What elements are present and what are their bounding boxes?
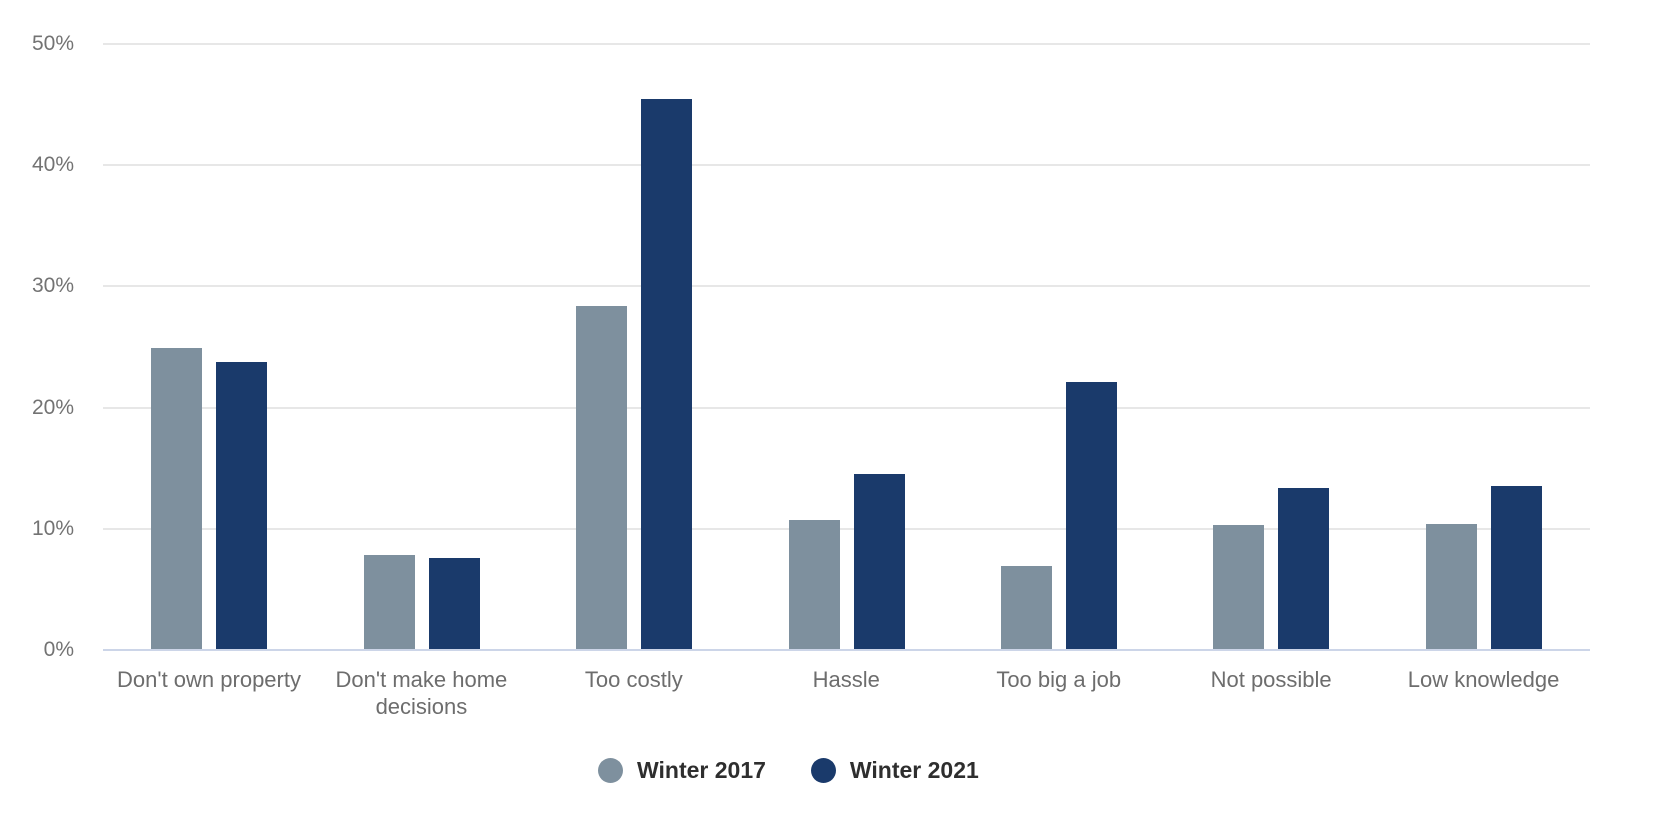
- x-axis-category-label: Don't make home decisions: [335, 667, 508, 719]
- bar-winter-2017[interactable]: [1000, 566, 1052, 650]
- bar-winter-2021[interactable]: [853, 474, 905, 650]
- legend-item-winter-2021[interactable]: Winter 2021: [810, 757, 979, 784]
- bar-winter-2017[interactable]: [1213, 525, 1265, 650]
- bar-winter-2021[interactable]: [428, 557, 480, 650]
- x-axis-category-label: Too costly: [584, 667, 683, 692]
- legend-item-winter-2017[interactable]: Winter 2017: [598, 757, 766, 784]
- plot-area: [103, 43, 1590, 651]
- legend-label: Winter 2017: [637, 757, 766, 783]
- bar-winter-2017[interactable]: [1425, 523, 1477, 650]
- gridline: [103, 406, 1590, 409]
- bar-winter-2021[interactable]: [216, 361, 268, 650]
- x-axis-category-label: Hassle: [812, 667, 880, 692]
- x-axis-category-label: Don't own property: [117, 667, 301, 692]
- y-axis-tick-label: 0%: [43, 638, 74, 661]
- y-axis-tick-label: 40%: [31, 153, 74, 177]
- y-axis-tick-label: 20%: [31, 395, 74, 419]
- legend-swatch-icon: [810, 758, 836, 783]
- gridline: [103, 164, 1590, 167]
- gridline: [103, 285, 1590, 288]
- bar-winter-2021[interactable]: [1278, 487, 1330, 650]
- bar-winter-2021[interactable]: [1065, 382, 1117, 650]
- y-axis-tick-label: 50%: [31, 32, 74, 55]
- bar-winter-2017[interactable]: [363, 555, 415, 650]
- bar-winter-2021[interactable]: [1490, 486, 1542, 650]
- x-axis-category-label: Too big a job: [996, 667, 1122, 692]
- bar-winter-2017[interactable]: [151, 348, 203, 650]
- bar-winter-2021[interactable]: [641, 98, 693, 650]
- legend: Winter 2017 Winter 2021: [598, 757, 979, 784]
- legend-label: Winter 2021: [849, 757, 979, 783]
- y-axis-tick-label: 10%: [31, 516, 74, 540]
- legend-swatch-icon: [598, 758, 623, 783]
- x-axis-category-label: Not possible: [1210, 667, 1332, 692]
- bar-winter-2017[interactable]: [788, 520, 840, 650]
- gridline: [103, 527, 1590, 530]
- bar-winter-2017[interactable]: [576, 305, 628, 650]
- y-axis-tick-label: 30%: [31, 274, 74, 298]
- x-axis-category-label: Low knowledge: [1407, 667, 1560, 692]
- x-axis-baseline: [103, 649, 1590, 651]
- gridline: [103, 43, 1590, 45]
